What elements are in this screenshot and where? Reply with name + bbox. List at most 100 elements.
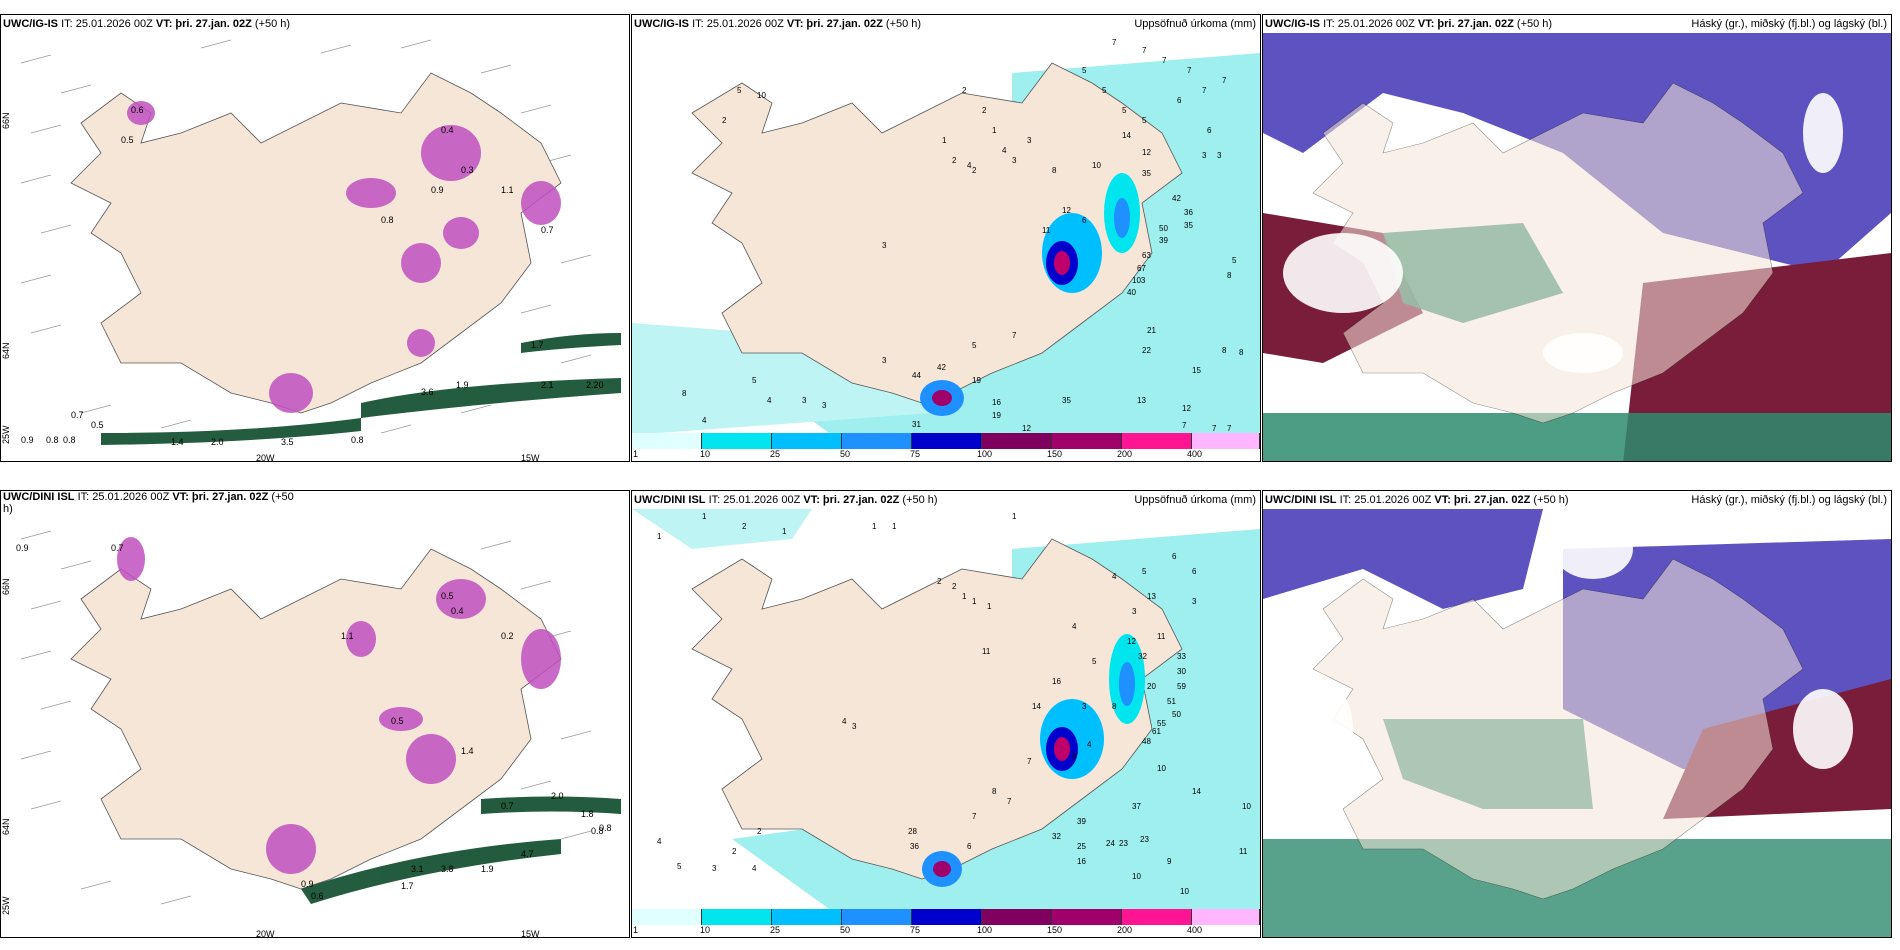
iceland-landmass (691, 538, 1183, 880)
value-label: 3.5 (281, 437, 294, 447)
value-label: 7 (1202, 86, 1207, 95)
value-label: 10 (1132, 872, 1141, 881)
lat-tick: 66N (1, 112, 11, 129)
colorbar-label: 200 (1117, 449, 1133, 459)
value-label: 50 (1172, 710, 1181, 719)
value-label: 1 (782, 527, 787, 536)
value-label: 1 (992, 126, 997, 135)
value-label: 4 (702, 416, 707, 425)
value-label: 55 (1157, 719, 1166, 728)
value-label: 2 (952, 582, 957, 591)
value-label: 0.9 (16, 543, 29, 553)
colorbar-swatch (1192, 909, 1260, 925)
colorbar-label: 200 (1117, 925, 1133, 935)
value-label: 35 (1062, 396, 1071, 405)
value-label: 4.7 (521, 849, 534, 859)
value-label: 63 (1142, 251, 1151, 260)
value-label: 21 (1147, 326, 1156, 335)
value-label: 6 (1207, 126, 1212, 135)
value-label: 4 (1002, 146, 1007, 155)
wind-barbs (20, 39, 592, 434)
value-label: 3 (1027, 136, 1032, 145)
value-label: 1 (1012, 512, 1017, 521)
value-label: 20 (1147, 682, 1156, 691)
value-label: 3.8 (441, 864, 454, 874)
value-label: 7 (1187, 66, 1192, 75)
convective-bands (301, 796, 621, 904)
value-label: 12 (1022, 424, 1031, 433)
value-label: 8 (1222, 346, 1227, 355)
clear-sky-patches (1263, 519, 1853, 789)
valid-time: þri. 27.jan. 02Z (1453, 494, 1531, 506)
value-label: 4 (842, 717, 847, 726)
panel-header: UWC/DINI ISL IT: 25.01.2026 00Z VT: þri.… (1263, 491, 1891, 509)
value-label: 8 (1112, 702, 1117, 711)
value-label: 5 (1082, 66, 1087, 75)
colorbar-swatch (772, 433, 842, 449)
map-wind-precip: 0.6 0.5 0.4 0.3 0.9 1.1 0.7 0.8 1.4 2.0 … (1, 33, 629, 462)
precip-values: 0.6 0.5 0.4 0.3 0.9 1.1 0.7 0.8 1.4 2.0 … (1, 105, 604, 462)
value-label: 1 (872, 522, 877, 531)
colorbar-label: 50 (840, 449, 851, 459)
valid-time: þri. 27.jan. 02Z (191, 491, 269, 503)
colorbar-swatch (1122, 433, 1192, 449)
value-label: 2 (952, 156, 957, 165)
value-label: 51 (1167, 697, 1176, 706)
value-label: 0.9 (21, 435, 34, 445)
value-label: 1.8 (581, 809, 594, 819)
map-cloud-cover (1263, 509, 1891, 937)
value-label: 0.6 (311, 891, 324, 901)
value-label: 10 (1180, 887, 1189, 896)
value-label: 0.8 (63, 435, 76, 445)
colorbar-label: 75 (910, 449, 921, 459)
model-name: UWC/DINI ISL (1265, 494, 1337, 506)
value-label: 14 (1122, 131, 1131, 140)
value-label: 10 (1242, 802, 1251, 811)
value-label: 1 (962, 592, 967, 601)
value-label: 10 (1157, 764, 1166, 773)
map-wind-precip: 0.9 0.7 0.5 0.4 1.1 0.2 0.5 1.4 0.7 2.0 … (1, 509, 629, 937)
value-label: 12 (1142, 148, 1151, 157)
value-label: 11 (1042, 226, 1051, 235)
value-label: 61 (1152, 727, 1161, 736)
value-label: 1.4 (461, 746, 474, 756)
value-label: 103 (1132, 276, 1146, 285)
value-label: 0.8 (46, 435, 59, 445)
value-label: 4 (657, 837, 662, 846)
value-label: 16 (1052, 677, 1061, 686)
colorbar-swatch (702, 433, 772, 449)
value-label: 12 (1127, 637, 1136, 646)
value-label: 8 (1227, 271, 1232, 280)
value-label: 50 (1159, 224, 1168, 233)
value-label: 1.9 (481, 864, 494, 874)
colorbar-swatch (632, 909, 702, 925)
lead-time: (+50 h) (1516, 18, 1553, 30)
value-label: 7 (1012, 331, 1017, 340)
map-precip-accum: 7 7 7 7 6 7 7 5 5 5 5 14 12 6 3 3 2 2 1 … (632, 33, 1260, 435)
value-label: 39 (1159, 236, 1168, 245)
value-label: 5 (752, 376, 757, 385)
colorbar-swatch (982, 433, 1052, 449)
precip-maxima (920, 173, 1140, 416)
value-label: 36 (910, 842, 919, 851)
clear-sky-patches (1283, 93, 1843, 373)
value-label: 2 (962, 86, 967, 95)
value-label: 5 (1102, 86, 1107, 95)
value-label: 7 (1222, 76, 1227, 85)
panel-cloud-cover-igis: UWC/IG-IS IT: 25.01.2026 00Z VT: þri. 27… (1262, 14, 1892, 462)
colorbar-swatch (982, 909, 1052, 925)
colorbar-swatch (912, 433, 982, 449)
colorbar-label: 50 (840, 925, 851, 935)
value-label: 3 (852, 722, 857, 731)
value-label: 1 (702, 512, 707, 521)
value-label: 6 (967, 842, 972, 851)
value-label: 1 (657, 532, 662, 541)
value-label: 0.5 (441, 591, 454, 601)
value-label: 5 (1092, 657, 1097, 666)
valid-time: þri. 27.jan. 02Z (822, 494, 900, 506)
lon-tick: 15W (521, 453, 540, 462)
value-label: 13 (1147, 592, 1156, 601)
precip-colorbar: 1 10 25 50 75 100 150 200 400 (632, 433, 1260, 461)
field-title: Uppsöfnuð úrkoma (mm) (1134, 494, 1256, 506)
value-label: 2.1 (541, 380, 554, 390)
